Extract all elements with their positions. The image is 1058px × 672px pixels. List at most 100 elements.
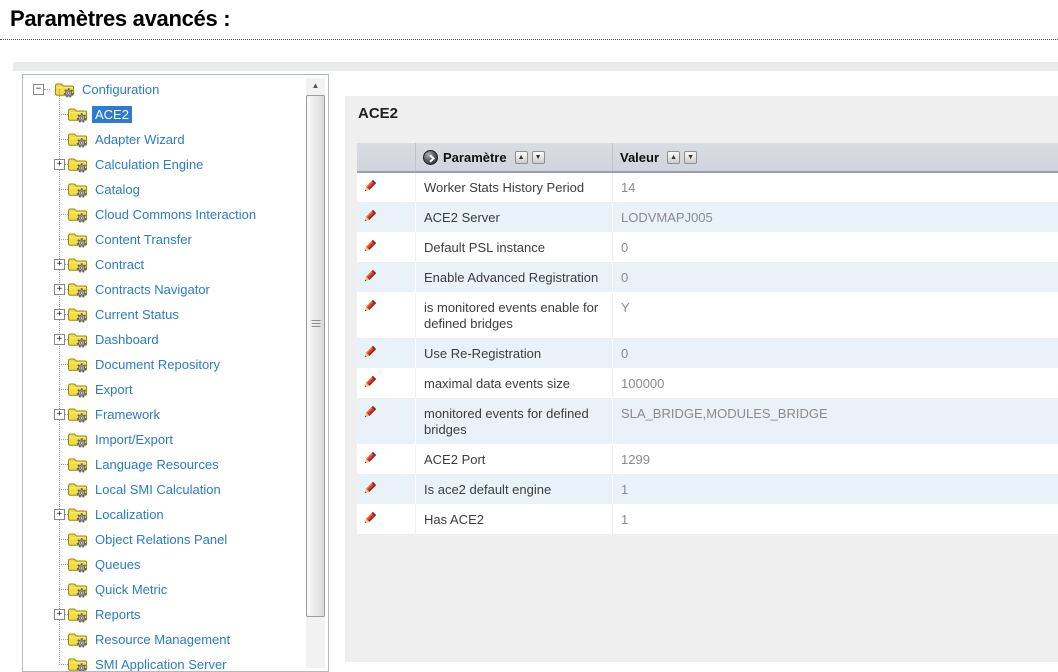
tree-item-quick-metric[interactable]: Quick Metric [95, 582, 168, 597]
edit-cell [357, 263, 415, 292]
folder-gear-icon [67, 656, 88, 671]
tree-row: Local SMI Calculation [23, 477, 302, 502]
expand-expander-icon[interactable]: + [54, 509, 65, 520]
expand-expander-icon[interactable]: + [54, 284, 65, 295]
sort-value-asc-button[interactable]: ▲ [667, 150, 681, 164]
tree-item-localization[interactable]: Localization [95, 507, 164, 522]
tree-item-catalog[interactable]: Catalog [95, 182, 140, 197]
tree-item-contract[interactable]: Contract [95, 257, 145, 272]
folder-gear-icon [67, 181, 88, 198]
folder-gear-icon [67, 606, 88, 623]
pencil-icon[interactable] [362, 209, 377, 224]
expand-expander-icon[interactable]: + [54, 609, 65, 620]
value-cell: 0 [612, 339, 1058, 368]
tree-row: + Dashboard [23, 327, 302, 352]
pencil-icon[interactable] [362, 511, 377, 526]
scroll-up-icon[interactable]: ▲ [311, 81, 320, 90]
tree-item-content-transfer[interactable]: Content Transfer [95, 232, 192, 247]
tree-item-current-status[interactable]: Current Status [95, 307, 179, 322]
edit-cell [357, 399, 415, 444]
tree-item-calculation-engine[interactable]: Calculation Engine [95, 157, 204, 172]
expand-expander-icon[interactable]: + [54, 309, 65, 320]
value-cell: 1 [612, 475, 1058, 504]
tree-item-adapter-wizard[interactable]: Adapter Wizard [95, 132, 185, 147]
sort-param-desc-button[interactable]: ▼ [531, 150, 545, 164]
pencil-icon[interactable] [362, 405, 377, 420]
value-cell: 100000 [612, 369, 1058, 398]
scrollbar-thumb[interactable] [306, 95, 325, 617]
sort-param-asc-button[interactable]: ▲ [514, 150, 528, 164]
param-cell: maximal data events size [415, 369, 612, 398]
parameters-table: Paramètre ▲ ▼ Valeur ▲ ▼ Worker Stats Hi… [357, 143, 1058, 535]
pencil-icon[interactable] [362, 481, 377, 496]
section-title: ACE2 [358, 105, 399, 122]
expand-expander-icon[interactable]: + [54, 334, 65, 345]
tree-row: Export [23, 377, 302, 402]
table-row: is monitored events enable for defined b… [357, 293, 1058, 339]
expand-expander-icon[interactable]: + [54, 409, 65, 420]
tree-row: Cloud Commons Interaction [23, 202, 302, 227]
tree-item-resource-management[interactable]: Resource Management [95, 632, 231, 647]
tree-item-ace2[interactable]: ACE2 [92, 106, 132, 123]
tree-row: Content Transfer [23, 227, 302, 252]
tree-item-cloud-commons-interaction[interactable]: Cloud Commons Interaction [95, 207, 257, 222]
table-row: Enable Advanced Registration 0 [357, 263, 1058, 293]
param-cell: Has ACE2 [415, 505, 612, 534]
tree-item-object-relations-panel[interactable]: Object Relations Panel [95, 532, 228, 547]
value-cell: SLA_BRIDGE,MODULES_BRIDGE [612, 399, 1058, 444]
tree-row: Catalog [23, 177, 302, 202]
pencil-icon[interactable] [362, 179, 377, 194]
tree-scrollbar[interactable]: ▲ [306, 78, 325, 668]
header-value-column: Valeur ▲ ▼ [612, 143, 1058, 171]
expand-expander-icon[interactable]: + [54, 259, 65, 270]
edit-cell [357, 475, 415, 504]
sort-value-desc-button[interactable]: ▼ [684, 150, 698, 164]
pencil-icon[interactable] [362, 239, 377, 254]
tree-row: Object Relations Panel [23, 527, 302, 552]
tree-item-framework[interactable]: Framework [95, 407, 161, 422]
value-cell: LODVMAPJ005 [612, 203, 1058, 232]
folder-gear-icon [54, 81, 75, 98]
tree-row: Language Resources [23, 452, 302, 477]
folder-gear-icon [67, 481, 88, 498]
table-body: Worker Stats History Period 14 ACE2 Server… [357, 173, 1058, 535]
param-cell: monitored events for defined bridges [415, 399, 612, 444]
tree-row: ACE2 [23, 102, 302, 127]
tree-row: + Localization [23, 502, 302, 527]
folder-gear-icon [67, 531, 88, 548]
tree-item-contracts-navigator[interactable]: Contracts Navigator [95, 282, 210, 297]
tree-item-dashboard[interactable]: Dashboard [95, 332, 159, 347]
folder-gear-icon [67, 206, 88, 223]
tree-item-reports[interactable]: Reports [95, 607, 141, 622]
tree-item-configuration[interactable]: Configuration [82, 82, 160, 97]
tree-item-import-export[interactable]: Import/Export [95, 432, 174, 447]
table-row: Use Re-Registration 0 [357, 339, 1058, 369]
header-edit-column [357, 143, 415, 171]
tree-row: + Framework [23, 402, 302, 427]
tree-item-document-repository[interactable]: Document Repository [95, 357, 220, 372]
edit-cell [357, 445, 415, 474]
pencil-icon[interactable] [362, 451, 377, 466]
pencil-icon[interactable] [362, 375, 377, 390]
param-cell: Is ace2 default engine [415, 475, 612, 504]
expand-expander-icon[interactable]: + [54, 159, 65, 170]
tree-row: Document Repository [23, 352, 302, 377]
param-cell: ACE2 Server [415, 203, 612, 232]
tree-item-language-resources[interactable]: Language Resources [95, 457, 219, 472]
tree-row: + Calculation Engine [23, 152, 302, 177]
tree-item-smi-application-server[interactable]: SMI Application Server [95, 657, 227, 672]
pencil-icon[interactable] [362, 269, 377, 284]
tree-item-local-smi-calculation[interactable]: Local SMI Calculation [95, 482, 221, 497]
config-tree: − Configuration ACE2 Adapter Wizard + Calcu… [23, 77, 302, 672]
folder-gear-icon [67, 281, 88, 298]
table-header-row: Paramètre ▲ ▼ Valeur ▲ ▼ [357, 143, 1058, 173]
pencil-icon[interactable] [362, 299, 377, 314]
param-cell: is monitored events enable for defined b… [415, 293, 612, 338]
collapse-expander-icon[interactable]: − [33, 84, 44, 95]
tree-row: + Reports [23, 602, 302, 627]
pencil-icon[interactable] [362, 345, 377, 360]
folder-gear-icon [67, 406, 88, 423]
folder-gear-icon [67, 381, 88, 398]
tree-item-export[interactable]: Export [95, 382, 133, 397]
tree-item-queues[interactable]: Queues [95, 557, 141, 572]
